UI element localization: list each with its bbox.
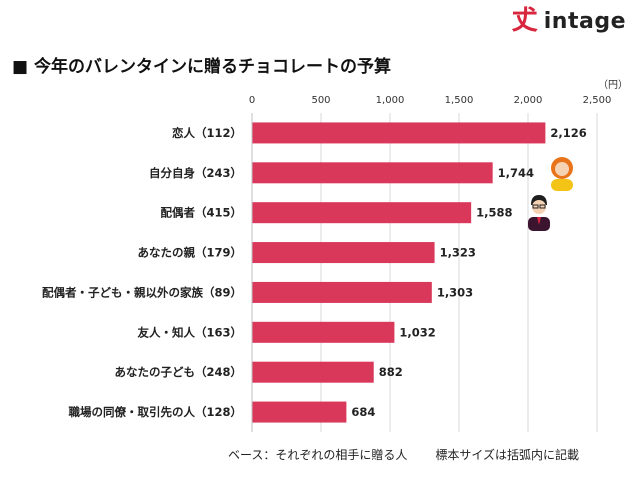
category-label: あなたの子ども（248） [114,365,242,379]
bar [252,281,432,303]
category-label: 配偶者・子ども・親以外の家族（89） [42,285,242,299]
chart-title: ■ 今年のバレンタインに贈るチョコレートの予算 [12,57,391,77]
footer-sample-note: 標本サイズは括弧内に記載 [435,448,580,462]
footer-base-note: ベース：それぞれの相手に贈る人 [228,448,408,462]
bar [252,361,374,383]
x-tick-label: 2,000 [514,95,543,106]
category-label: 職場の同僚・取引先の人（128） [68,405,242,419]
brand-name: intage [543,8,626,34]
x-tick-label: 2,500 [583,95,612,106]
bar [252,122,546,144]
value-label: 684 [351,405,375,419]
x-tick-label: 1,000 [376,95,405,106]
logo-mark-icon: 𠀋 [511,6,538,36]
value-label: 2,126 [550,126,586,140]
bar [252,401,347,423]
bar-chart: 0 500 1,000 1,500 2,000 2,500 （円） 恋人（112） 2,126 自… [42,79,628,432]
x-tick-label: 1,500 [445,95,474,106]
x-tick-label: 0 [249,95,255,106]
value-label: 1,303 [437,285,473,299]
value-label: 1,323 [440,246,476,260]
woman-icon [551,157,573,191]
value-label: 1,032 [399,325,435,339]
category-label: 自分自身（243） [149,166,242,180]
value-label: 1,588 [476,206,512,220]
value-label: 882 [379,365,403,379]
value-label: 1,744 [498,166,534,180]
bar [252,242,435,264]
category-label: 恋人（112） [172,126,242,140]
x-tick-label: 500 [311,95,330,106]
bar [252,321,395,343]
chart-footer: ベース：それぞれの相手に贈る人 標本サイズは括弧内に記載 [228,446,579,463]
intage-logo: 𠀋 intage [512,8,626,34]
category-label: 友人・知人（163） [137,325,242,339]
category-label: あなたの親（179） [137,246,242,260]
bar [252,162,493,184]
bar [252,202,472,224]
man-icon [528,195,550,231]
category-label: 配偶者（415） [160,206,242,220]
unit-label: （円） [598,79,628,91]
